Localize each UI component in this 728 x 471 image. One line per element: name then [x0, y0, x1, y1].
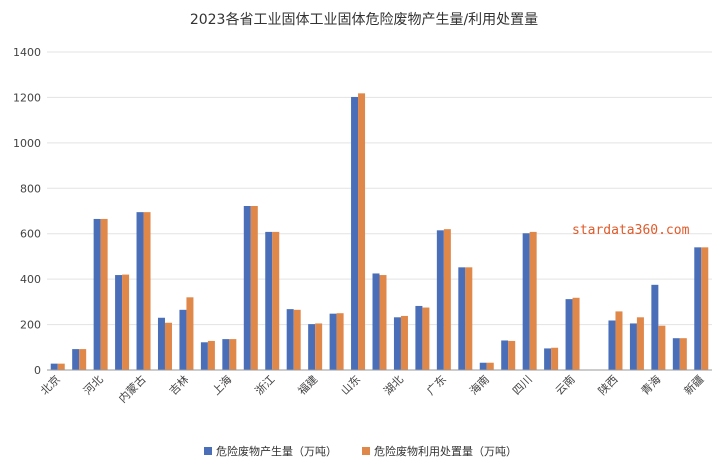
x-tick-label: 青海 [638, 372, 663, 397]
bar-disposed-24 [572, 297, 580, 370]
bar-generated-7 [200, 342, 208, 370]
bar-generated-18 [436, 230, 444, 370]
y-gridlines [47, 51, 712, 326]
bar-disposed-16 [400, 315, 408, 370]
bar-generated-21 [501, 340, 509, 370]
bar-generated-16 [393, 317, 401, 370]
bar-disposed-15 [379, 275, 387, 370]
x-tick-label: 浙江 [253, 373, 278, 398]
y-tick-label: 800 [20, 182, 41, 195]
bar-generated-6 [179, 309, 187, 370]
legend: 危险废物产生量（万吨） 危险废物利用处置量（万吨） [204, 444, 517, 458]
y-tick-label: 1200 [13, 91, 41, 104]
bar-disposed-18 [443, 229, 451, 370]
bar-generated-13 [329, 313, 337, 370]
bar-generated-12 [308, 324, 316, 370]
bar-disposed-9 [250, 206, 258, 370]
bar-disposed-6 [186, 297, 194, 370]
x-tick-label: 陕西 [595, 372, 620, 397]
bar-disposed-26 [615, 311, 623, 370]
x-tick-label: 新疆 [681, 372, 706, 397]
y-tick-label: 600 [20, 228, 41, 241]
bar-disposed-17 [422, 307, 430, 370]
x-tick-label: 内蒙古 [115, 372, 148, 405]
bar-disposed-22 [529, 231, 537, 370]
bar-generated-28 [651, 284, 659, 370]
bar-disposed-10 [272, 231, 280, 370]
bar-generated-27 [629, 323, 637, 370]
x-tick-label: 河北 [81, 373, 106, 398]
bar-generated-20 [479, 362, 487, 370]
bar-disposed-14 [358, 93, 366, 370]
bar-generated-15 [372, 273, 380, 370]
bar-generated-5 [157, 317, 165, 370]
y-tick-label: 400 [20, 273, 41, 286]
bar-disposed-3 [122, 274, 130, 370]
bar-disposed-4 [143, 212, 151, 370]
y-tick-label: 1000 [13, 137, 41, 150]
bar-generated-22 [522, 233, 530, 370]
bar-generated-14 [351, 96, 359, 370]
y-axis-ticks: 0 200 400 600 800 1000 1200 1400 [13, 46, 41, 377]
x-tick-label: 北京 [37, 372, 62, 397]
x-tick-label: 吉林 [166, 372, 191, 397]
bar-generated-3 [115, 275, 123, 370]
bar-disposed-7 [207, 340, 215, 370]
bar-generated-19 [458, 267, 466, 370]
bar-disposed-2 [100, 218, 108, 370]
bar-generated-23 [544, 348, 552, 370]
bar-disposed-21 [508, 340, 516, 370]
x-tick-label: 福建 [295, 372, 320, 397]
bar-disposed-0 [57, 363, 65, 370]
x-tick-label: 湖北 [381, 373, 406, 398]
bar-generated-8 [222, 339, 230, 370]
x-tick-label: 广东 [424, 373, 449, 398]
x-tick-label: 山东 [338, 373, 363, 398]
bar-disposed-1 [79, 349, 87, 370]
bar-disposed-8 [229, 339, 237, 370]
legend-label-1: 危险废物利用处置量（万吨） [374, 444, 517, 458]
x-tick-label: 四川 [510, 373, 535, 398]
bar-disposed-12 [315, 323, 323, 370]
bar-disposed-20 [486, 362, 494, 370]
watermark: stardata360.com [572, 223, 690, 238]
bar-generated-17 [415, 305, 423, 370]
y-tick-label: 200 [20, 319, 41, 332]
bar-disposed-28 [658, 325, 666, 370]
x-axis-ticks: 北京 河北 内蒙古 吉林 上海 浙江 福建 山东 湖北 广东 海南 四川 云南 陕西 青海 新疆 [37, 372, 706, 405]
bar-generated-9 [243, 206, 251, 370]
bar-disposed-11 [293, 309, 301, 370]
chart-title: 2023各省工业固体工业固体危险废物产生量/利用处置量 [190, 12, 538, 28]
bar-disposed-30 [701, 247, 709, 370]
legend-swatch-0 [204, 447, 212, 455]
x-tick-label: 上海 [209, 372, 234, 397]
bar-generated-24 [565, 299, 573, 370]
bar-generated-0 [50, 363, 58, 370]
bar-disposed-23 [551, 347, 559, 370]
bar-disposed-29 [679, 338, 687, 370]
bar-generated-26 [608, 320, 616, 370]
legend-swatch-1 [362, 447, 370, 455]
bar-generated-2 [93, 218, 101, 370]
bar-generated-4 [136, 212, 144, 370]
x-tick-label: 云南 [553, 373, 578, 398]
bar-generated-1 [72, 349, 80, 370]
bar-generated-10 [265, 231, 273, 370]
y-tick-label: 1400 [13, 46, 41, 59]
legend-label-0: 危险废物产生量（万吨） [216, 444, 337, 458]
bar-generated-29 [672, 338, 680, 370]
x-tick-label: 海南 [466, 372, 491, 397]
y-tick-label: 0 [34, 364, 41, 377]
bar-generated-11 [286, 309, 294, 370]
bar-disposed-5 [164, 322, 172, 370]
bar-disposed-19 [465, 267, 473, 370]
bar-disposed-13 [336, 313, 344, 370]
bars-group [50, 93, 709, 370]
bar-generated-30 [694, 247, 702, 370]
bar-disposed-27 [636, 317, 644, 370]
